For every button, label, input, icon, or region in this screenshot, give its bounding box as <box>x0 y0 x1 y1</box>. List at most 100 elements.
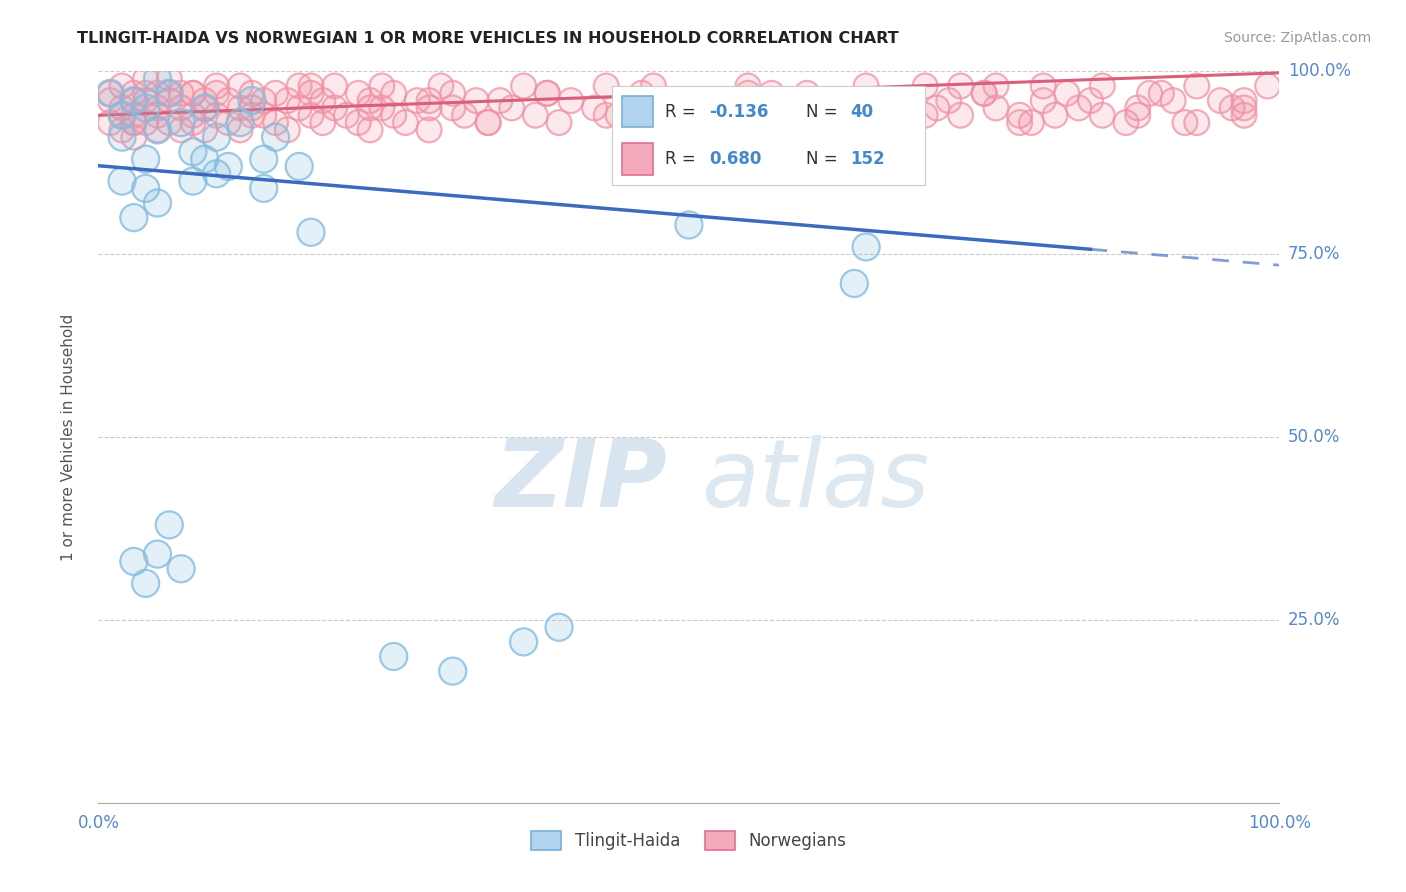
Point <box>288 78 311 93</box>
Legend: Tlingit-Haida, Norwegians: Tlingit-Haida, Norwegians <box>524 824 853 856</box>
Point <box>430 78 453 93</box>
Point <box>135 576 157 591</box>
Point <box>276 123 298 137</box>
Point <box>181 145 204 159</box>
Point <box>217 94 239 108</box>
Point <box>181 87 204 101</box>
Point <box>855 240 877 254</box>
Point <box>737 87 759 101</box>
Point <box>501 101 523 115</box>
Point <box>240 87 263 101</box>
Point <box>643 78 665 93</box>
Point <box>146 71 169 86</box>
Point <box>1174 115 1197 129</box>
Point <box>253 181 276 195</box>
Point <box>418 123 440 137</box>
Text: 75.0%: 75.0% <box>1288 245 1340 263</box>
Point <box>831 115 853 129</box>
Point <box>761 87 783 101</box>
Point <box>441 87 464 101</box>
Point <box>453 108 475 122</box>
Point <box>595 78 617 93</box>
Point <box>796 87 818 101</box>
Point <box>181 87 204 101</box>
Point <box>170 101 193 115</box>
Point <box>181 174 204 188</box>
Point <box>335 108 357 122</box>
Point <box>1233 101 1256 115</box>
Point <box>157 94 180 108</box>
Point <box>536 87 558 101</box>
Point <box>111 174 134 188</box>
Point <box>135 94 157 108</box>
Point <box>1115 115 1137 129</box>
Point <box>157 71 180 86</box>
Point <box>157 115 180 129</box>
Point <box>465 94 488 108</box>
Text: TLINGIT-HAIDA VS NORWEGIAN 1 OR MORE VEHICLES IN HOUSEHOLD CORRELATION CHART: TLINGIT-HAIDA VS NORWEGIAN 1 OR MORE VEH… <box>77 31 898 46</box>
Point <box>253 94 276 108</box>
Point <box>135 94 157 108</box>
Point <box>205 78 228 93</box>
Point <box>253 94 276 108</box>
Point <box>1021 115 1043 129</box>
Point <box>347 115 370 129</box>
Point <box>170 87 193 101</box>
Point <box>536 87 558 101</box>
Point <box>122 115 145 129</box>
Point <box>299 225 322 239</box>
Text: Source: ZipAtlas.com: Source: ZipAtlas.com <box>1223 31 1371 45</box>
Point <box>1080 94 1102 108</box>
Point <box>973 87 995 101</box>
Point <box>217 160 239 174</box>
Point <box>240 101 263 115</box>
Point <box>288 101 311 115</box>
Point <box>181 174 204 188</box>
Point <box>217 94 239 108</box>
Point <box>157 115 180 129</box>
Point <box>135 181 157 195</box>
Point <box>441 101 464 115</box>
Point <box>772 108 794 122</box>
Point <box>1008 108 1031 122</box>
Point <box>844 277 866 291</box>
Point <box>347 115 370 129</box>
Point <box>560 94 582 108</box>
Point <box>1067 101 1090 115</box>
Point <box>135 87 157 101</box>
Point <box>489 94 512 108</box>
Point <box>122 211 145 225</box>
Point <box>146 101 169 115</box>
Text: 50.0%: 50.0% <box>1288 428 1340 446</box>
Point <box>453 108 475 122</box>
Point <box>299 87 322 101</box>
Point <box>98 87 121 101</box>
Point <box>512 78 534 93</box>
Point <box>831 115 853 129</box>
Point <box>240 108 263 122</box>
Point <box>866 94 889 108</box>
Point <box>855 78 877 93</box>
Point <box>122 87 145 101</box>
Point <box>135 152 157 166</box>
Point <box>973 87 995 101</box>
Point <box>938 94 960 108</box>
Point <box>382 649 405 664</box>
Point <box>855 94 877 108</box>
Point <box>299 225 322 239</box>
Point <box>253 152 276 166</box>
Point <box>288 101 311 115</box>
Point <box>1126 101 1149 115</box>
Point <box>855 240 877 254</box>
Text: 100.0%: 100.0% <box>1288 62 1351 80</box>
Point <box>98 87 121 101</box>
Point <box>98 94 121 108</box>
Point <box>1032 94 1054 108</box>
Point <box>595 78 617 93</box>
Point <box>111 101 134 115</box>
Point <box>122 87 145 101</box>
Point <box>253 181 276 195</box>
Point <box>477 115 499 129</box>
Point <box>1021 115 1043 129</box>
Point <box>194 101 217 115</box>
